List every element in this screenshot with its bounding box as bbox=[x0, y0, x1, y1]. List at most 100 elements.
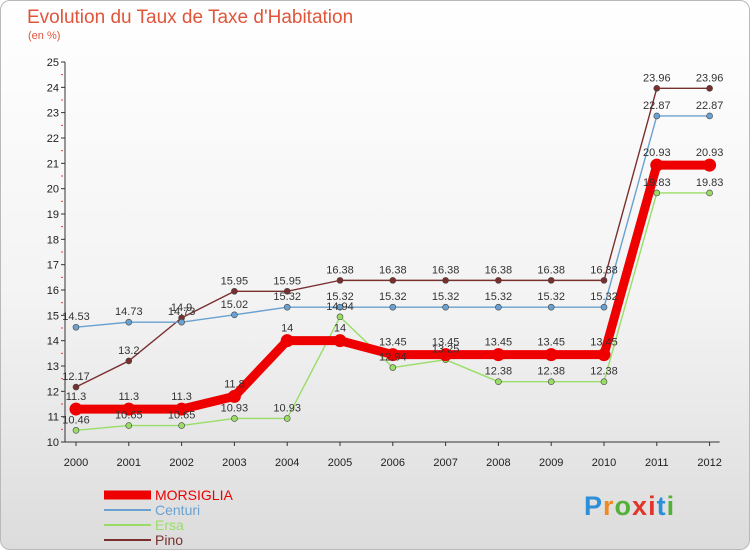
data-label: 16.38 bbox=[537, 264, 565, 276]
y-minor-tick bbox=[61, 428, 63, 430]
data-label: 22.87 bbox=[696, 100, 724, 112]
data-label: 19.83 bbox=[696, 177, 724, 189]
data-point bbox=[491, 348, 505, 362]
data-point bbox=[333, 334, 347, 348]
y-tick-label: 16 bbox=[47, 285, 59, 297]
x-tick-label: 2006 bbox=[381, 457, 405, 469]
y-minor-tick bbox=[61, 74, 63, 76]
data-label: 13.45 bbox=[537, 337, 565, 349]
data-label: 16.38 bbox=[379, 264, 407, 276]
data-point bbox=[597, 348, 611, 362]
x-tick-label: 2001 bbox=[117, 457, 141, 469]
data-label: 12.38 bbox=[537, 366, 565, 378]
data-point bbox=[650, 158, 664, 172]
legend-label: Centuri bbox=[155, 502, 200, 518]
logo-letter: P bbox=[584, 491, 604, 521]
x-tick-label: 2011 bbox=[645, 457, 669, 469]
y-minor-tick bbox=[61, 251, 63, 253]
data-label: 15.32 bbox=[432, 291, 460, 303]
y-tick-label: 15 bbox=[47, 310, 59, 322]
data-label: 10.46 bbox=[62, 414, 90, 426]
data-point bbox=[336, 303, 344, 311]
data-point bbox=[600, 303, 608, 311]
y-minor-tick bbox=[61, 403, 63, 405]
x-tick-label: 2002 bbox=[169, 457, 193, 469]
data-point bbox=[125, 422, 133, 429]
y-tick-label: 14 bbox=[47, 336, 59, 348]
data-point bbox=[72, 383, 80, 391]
series-layer bbox=[69, 85, 717, 434]
logo-letter: x bbox=[632, 491, 649, 521]
y-tick-label: 10 bbox=[47, 437, 59, 449]
y-tick-label: 19 bbox=[47, 209, 59, 221]
legend-label: MORSIGLIA bbox=[155, 487, 233, 503]
data-point bbox=[386, 348, 400, 362]
data-point bbox=[231, 311, 238, 319]
data-label: 10.65 bbox=[115, 410, 143, 422]
data-point bbox=[442, 277, 449, 284]
data-label: 15.32 bbox=[485, 291, 513, 303]
series-centuri bbox=[72, 112, 713, 331]
data-point bbox=[544, 348, 558, 362]
legend-label: Ersa bbox=[155, 517, 184, 533]
data-point bbox=[547, 378, 555, 386]
data-label: 13.25 bbox=[432, 344, 460, 356]
data-label: 16.38 bbox=[326, 264, 354, 276]
series-morsiglia bbox=[69, 158, 717, 416]
data-point bbox=[706, 112, 713, 120]
data-label: 15.32 bbox=[537, 291, 565, 303]
data-label: 15.32 bbox=[590, 291, 618, 303]
data-label: 15.95 bbox=[221, 275, 249, 287]
y-minor-tick bbox=[61, 327, 63, 329]
y-minor-tick bbox=[61, 302, 63, 304]
series-ersa bbox=[72, 189, 713, 434]
data-label: 16.38 bbox=[590, 264, 618, 276]
logo-letter: r bbox=[603, 491, 615, 521]
data-point bbox=[336, 313, 344, 321]
x-tick-label: 2012 bbox=[697, 457, 721, 469]
y-tick-label: 12 bbox=[47, 386, 59, 398]
data-point bbox=[495, 277, 502, 284]
data-point bbox=[125, 357, 133, 365]
data-point bbox=[125, 318, 133, 326]
data-label: 11.3 bbox=[171, 391, 192, 403]
chart-subtitle: (en %) bbox=[28, 30, 61, 42]
y-minor-tick bbox=[61, 175, 63, 177]
data-label: 12.94 bbox=[379, 352, 407, 364]
y-tick-label: 18 bbox=[47, 234, 59, 246]
logo-letter: i bbox=[666, 491, 676, 521]
data-point bbox=[600, 277, 608, 284]
data-label: 15.95 bbox=[273, 275, 301, 287]
logo-letter: o bbox=[614, 491, 633, 521]
data-label: 10.93 bbox=[221, 402, 249, 414]
y-minor-tick bbox=[61, 200, 63, 202]
data-label: 15.32 bbox=[273, 291, 301, 303]
data-label: 13.45 bbox=[590, 337, 618, 349]
data-point bbox=[72, 323, 80, 331]
y-minor-tick bbox=[61, 226, 63, 228]
data-label: 23.96 bbox=[643, 72, 671, 84]
x-tick-label: 2009 bbox=[539, 457, 563, 469]
y-tick-label: 20 bbox=[47, 184, 59, 196]
data-point bbox=[122, 402, 136, 416]
x-tick-label: 2004 bbox=[275, 457, 299, 469]
y-tick-label: 13 bbox=[47, 361, 59, 373]
data-point bbox=[283, 303, 291, 311]
y-minor-tick bbox=[61, 150, 63, 152]
x-tick-label: 2005 bbox=[328, 457, 352, 469]
y-tick-label: 23 bbox=[47, 108, 59, 120]
data-point bbox=[495, 303, 502, 311]
data-label: 13.45 bbox=[485, 337, 513, 349]
logo-letter: t bbox=[656, 491, 667, 521]
y-tick-label: 22 bbox=[47, 133, 59, 145]
data-label: 13.45 bbox=[379, 337, 407, 349]
proxiti-logo: Proxiti bbox=[584, 491, 675, 522]
data-label: 11.8 bbox=[224, 378, 245, 390]
x-tick-label: 2000 bbox=[64, 457, 88, 469]
data-point bbox=[706, 85, 713, 92]
data-label: 14 bbox=[281, 323, 293, 335]
data-point bbox=[178, 422, 185, 429]
y-minor-tick bbox=[61, 276, 63, 278]
